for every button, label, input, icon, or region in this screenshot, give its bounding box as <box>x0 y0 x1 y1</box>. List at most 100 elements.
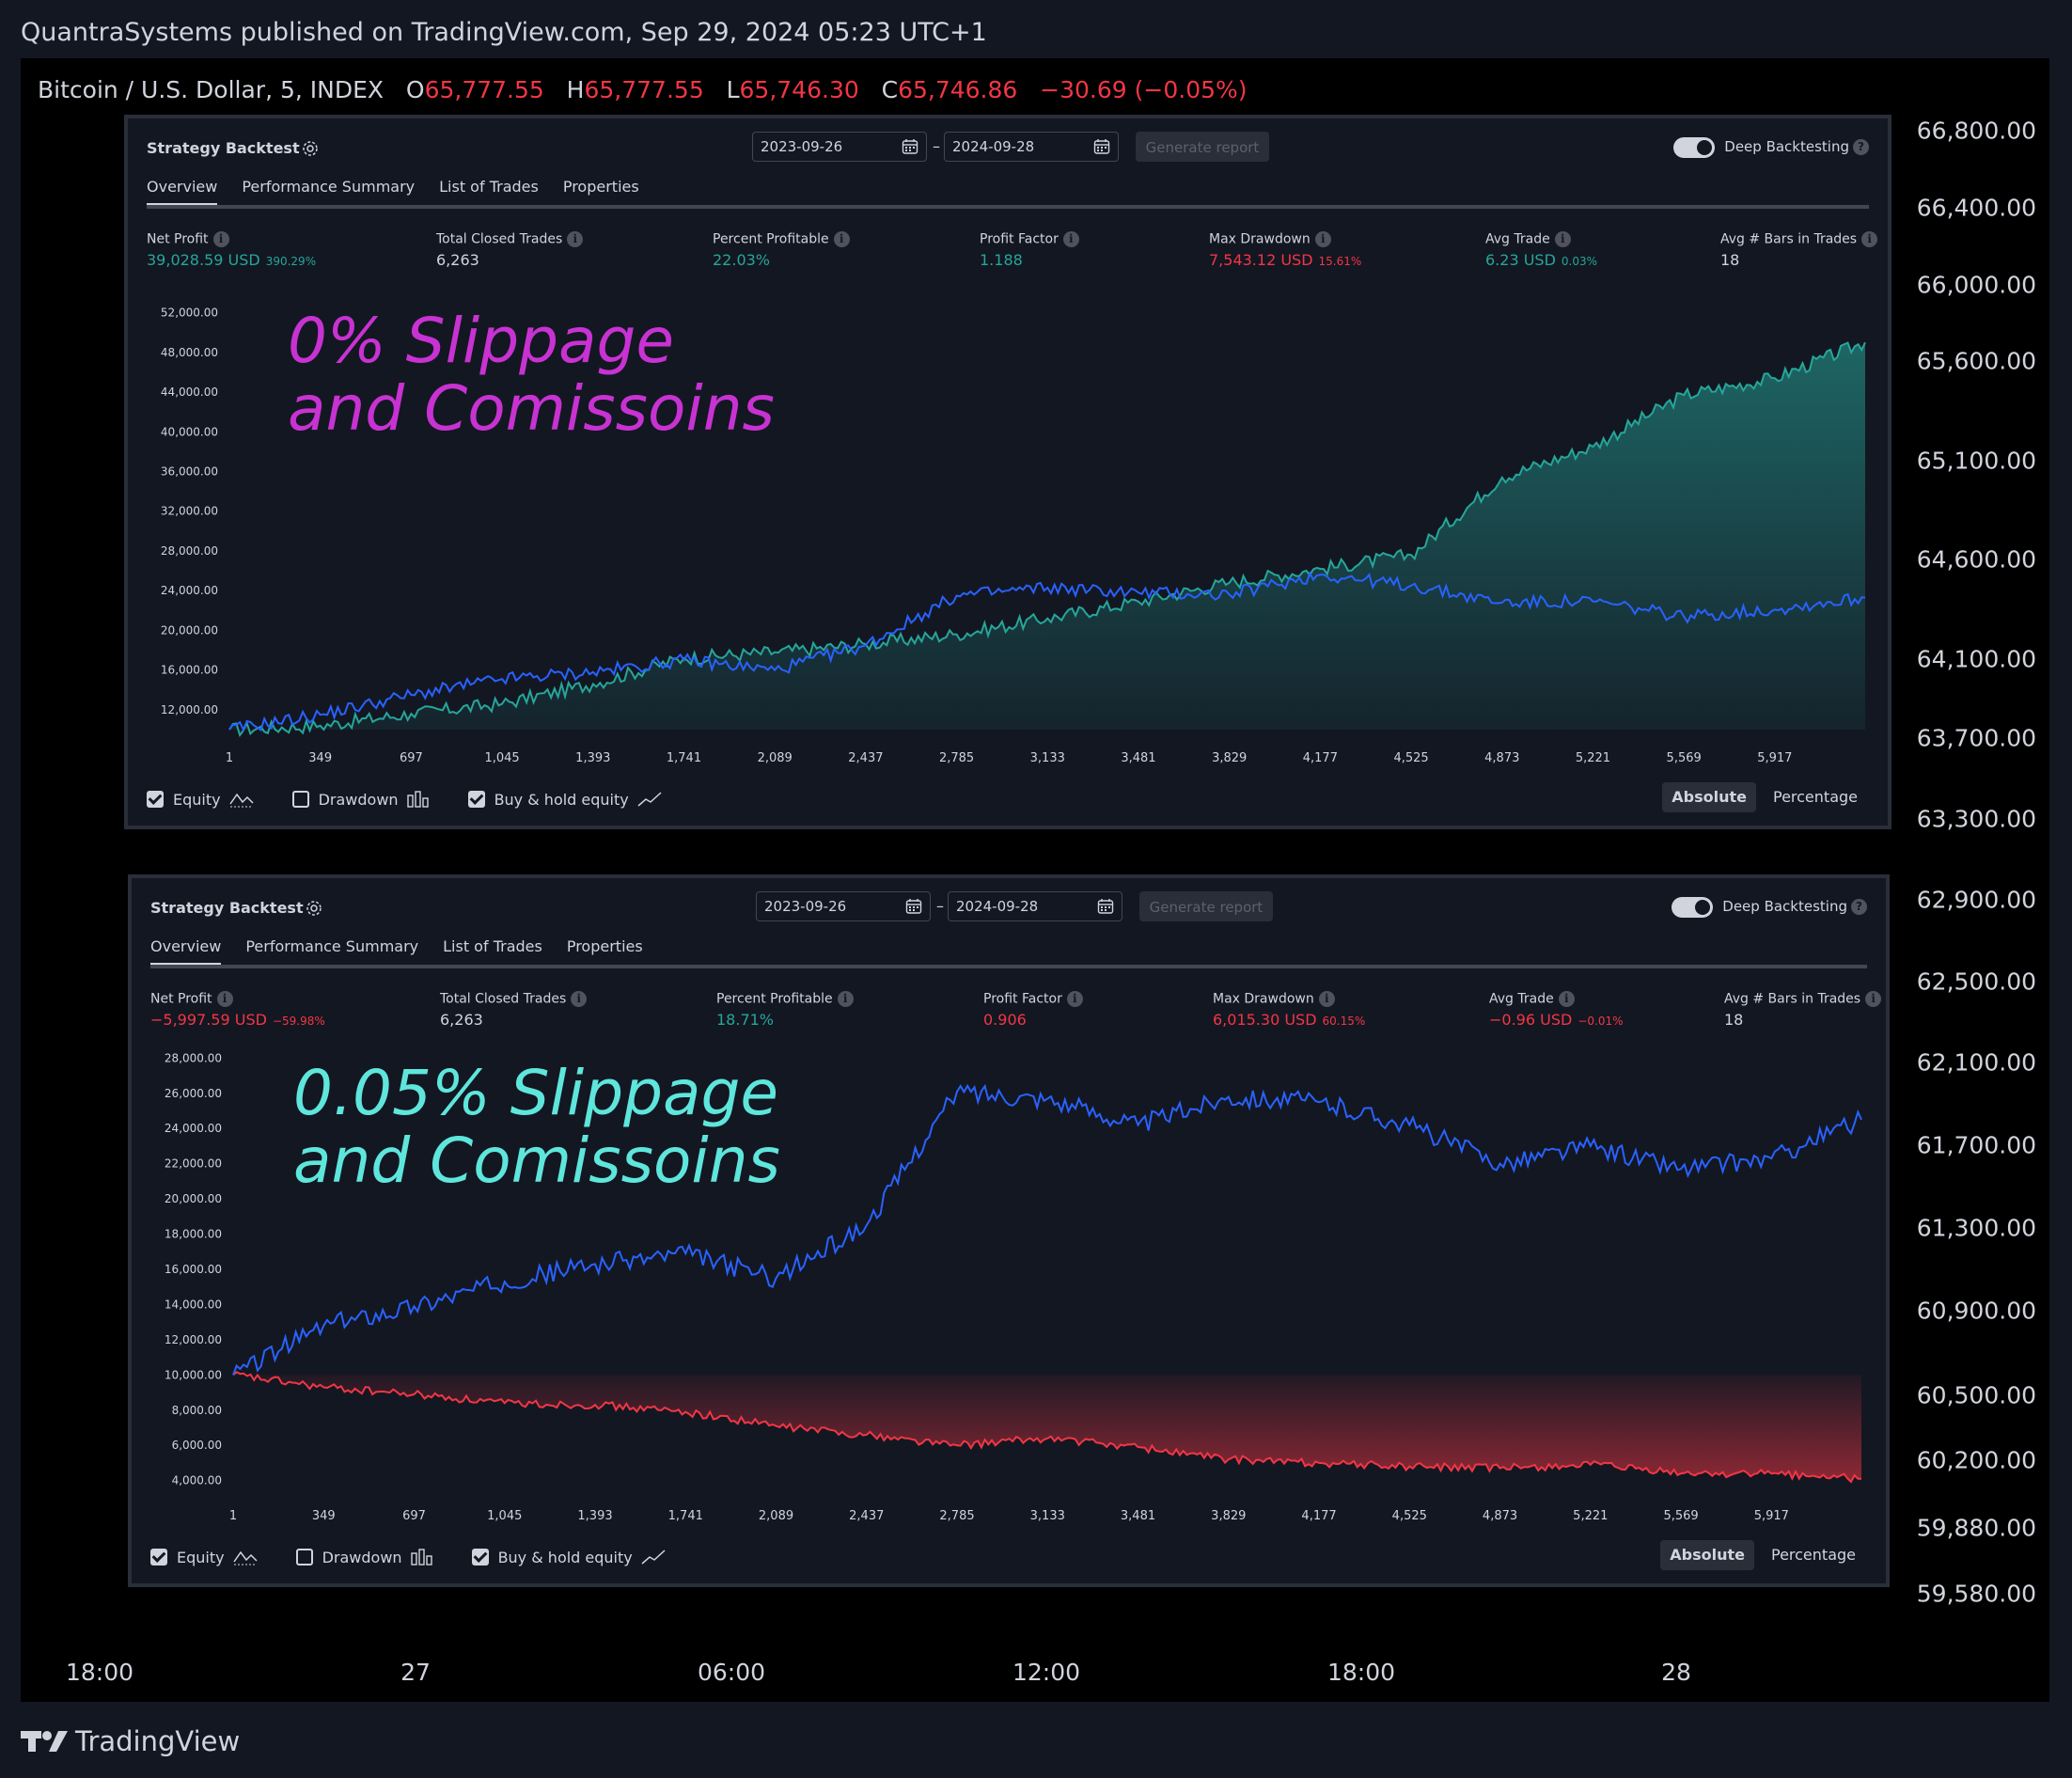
display-mode-switch: Absolute Percentage <box>1660 1540 1865 1570</box>
info-icon[interactable]: i <box>1554 231 1571 247</box>
absolute-button[interactable]: Absolute <box>1660 1540 1754 1570</box>
price-axis-tick: 63,300.00 <box>1916 805 2036 833</box>
tab-list-of-trades[interactable]: List of Trades <box>443 937 542 955</box>
tab-list-of-trades[interactable]: List of Trades <box>439 178 539 196</box>
y-tick-label: 6,000.00 <box>172 1439 222 1452</box>
metric-value: 39,028.59 USD <box>147 251 260 269</box>
tab-divider <box>150 965 1867 968</box>
buyhold-checkbox[interactable]: Buy & hold equity <box>471 1548 667 1566</box>
tab-overview[interactable]: Overview <box>147 175 218 207</box>
deep-backtesting-toggle[interactable]: Deep Backtesting? <box>1672 891 1867 921</box>
info-icon[interactable]: i <box>567 231 584 247</box>
date-from-input[interactable]: 2023-09-26 <box>756 891 931 921</box>
info-icon[interactable]: i <box>1318 991 1335 1007</box>
date-to-input[interactable]: 2024-09-28 <box>948 891 1122 921</box>
tradingview-logo-icon <box>21 1731 68 1752</box>
info-icon[interactable]: i <box>837 991 854 1007</box>
tab-performance-summary[interactable]: Performance Summary <box>242 178 416 196</box>
price-axis-tick: 65,600.00 <box>1916 347 2036 375</box>
metric-value: 6,263 <box>436 251 479 269</box>
buyhold-checkbox[interactable]: Buy & hold equity <box>467 790 663 809</box>
equity-line <box>228 341 1866 738</box>
symbol-name: Bitcoin / U.S. Dollar, 5, INDEX <box>38 76 385 103</box>
y-tick-label: 4,000.00 <box>172 1474 222 1487</box>
help-icon[interactable]: ? <box>1853 139 1869 155</box>
tab-properties[interactable]: Properties <box>566 937 643 955</box>
checkbox-checked[interactable] <box>467 791 485 808</box>
metric-label: Net Profit <box>150 991 212 1007</box>
tab-overview[interactable]: Overview <box>150 935 222 967</box>
x-tick-label: 1,393 <box>575 751 610 765</box>
price-axis-tick: 64,100.00 <box>1916 645 2036 673</box>
info-icon[interactable]: i <box>1865 991 1882 1007</box>
time-axis-tick: 18:00 <box>65 1659 134 1686</box>
gear-icon[interactable] <box>301 139 320 158</box>
checkbox-checked[interactable] <box>147 791 164 808</box>
info-icon[interactable]: i <box>216 991 233 1007</box>
drawdown-checkbox[interactable]: Drawdown <box>295 1548 434 1566</box>
toggle-switch[interactable] <box>1673 136 1716 158</box>
drawdown-checkbox[interactable]: Drawdown <box>291 790 431 809</box>
info-icon[interactable]: i <box>1558 991 1575 1007</box>
date-from-value: 2023-09-26 <box>761 138 843 155</box>
percentage-button[interactable]: Percentage <box>1772 788 1858 806</box>
info-icon[interactable]: i <box>1066 991 1083 1007</box>
y-tick-label: 10,000.00 <box>165 1368 222 1381</box>
y-tick-label: 40,000.00 <box>161 425 218 438</box>
generate-report-button[interactable]: Generate report <box>1139 891 1273 921</box>
equity-area <box>233 1372 1861 1482</box>
open-label: O <box>405 76 425 103</box>
legend-buyhold-label: Buy & hold equity <box>494 790 629 809</box>
info-icon[interactable]: i <box>1861 231 1878 247</box>
date-from-value: 2023-09-26 <box>764 898 847 915</box>
tab-performance-summary[interactable]: Performance Summary <box>245 937 419 955</box>
generate-report-button[interactable]: Generate report <box>1136 132 1269 162</box>
tab-properties[interactable]: Properties <box>562 178 639 196</box>
chart-legend: Equity Drawdown Buy & hold equity <box>150 1548 704 1569</box>
strategy-backtest-panel: Strategy Backtest 2023-09-26 –2024-09-28 Ge… <box>124 115 1891 829</box>
bar-chart-icon <box>410 1549 432 1566</box>
price-axis[interactable]: 66,800.00 66,400.00 66,000.00 65,600.00 65,1… <box>1916 94 2059 1636</box>
toggle-switch[interactable] <box>1672 896 1714 918</box>
x-tick-label: 349 <box>308 751 332 765</box>
y-tick-label: 12,000.00 <box>165 1333 222 1346</box>
percentage-button[interactable]: Percentage <box>1770 1546 1856 1564</box>
x-tick-label: 3,133 <box>1030 751 1065 765</box>
checkbox-checked[interactable] <box>150 1549 167 1566</box>
price-axis-tick: 60,900.00 <box>1916 1297 2036 1325</box>
checkbox-unchecked[interactable] <box>295 1549 313 1566</box>
y-tick-label: 48,000.00 <box>161 346 218 359</box>
metric-percent: 60.15% <box>1322 1015 1366 1028</box>
date-from-input[interactable]: 2023-09-26 <box>752 132 927 162</box>
checkbox-unchecked[interactable] <box>291 791 309 808</box>
gear-icon[interactable] <box>305 899 323 918</box>
x-tick-label: 4,873 <box>1484 751 1519 765</box>
y-tick-label: 22,000.00 <box>165 1157 222 1171</box>
deep-backtesting-toggle[interactable]: Deep Backtesting? <box>1673 132 1869 162</box>
checkbox-checked[interactable] <box>471 1549 489 1566</box>
x-tick-label: 4,873 <box>1483 1509 1517 1523</box>
buyhold-line <box>232 1083 1862 1376</box>
legend-equity-label: Equity <box>177 1548 225 1566</box>
metric-value: 1.188 <box>980 251 1023 269</box>
info-icon[interactable]: i <box>1314 231 1331 247</box>
line-chart-icon <box>228 793 254 808</box>
info-icon[interactable]: i <box>571 991 588 1007</box>
metric-percent-profitable: Percent Profitable i 22.03% <box>713 231 850 269</box>
equity-checkbox[interactable]: Equity <box>147 790 255 809</box>
x-tick-label: 2,089 <box>758 751 793 765</box>
legend-drawdown-label: Drawdown <box>322 1548 402 1566</box>
equity-chart[interactable]: 52,000.00 48,000.00 44,000.00 40,000.00 36,0… <box>128 118 1888 826</box>
absolute-button[interactable]: Absolute <box>1662 782 1756 812</box>
date-to-input[interactable]: 2024-09-28 <box>944 132 1119 162</box>
equity-line <box>232 1371 1862 1484</box>
x-tick-label: 697 <box>400 751 423 765</box>
metric-label: Max Drawdown <box>1213 991 1314 1007</box>
info-icon[interactable]: i <box>212 231 229 247</box>
equity-chart[interactable]: 28,000.00 26,000.00 24,000.00 22,000.00 20,0… <box>132 878 1886 1583</box>
equity-checkbox[interactable]: Equity <box>150 1548 259 1566</box>
info-icon[interactable]: i <box>1062 231 1079 247</box>
info-icon[interactable]: i <box>833 231 850 247</box>
help-icon[interactable]: ? <box>1851 899 1867 915</box>
price-axis-tick: 62,500.00 <box>1916 968 2036 996</box>
